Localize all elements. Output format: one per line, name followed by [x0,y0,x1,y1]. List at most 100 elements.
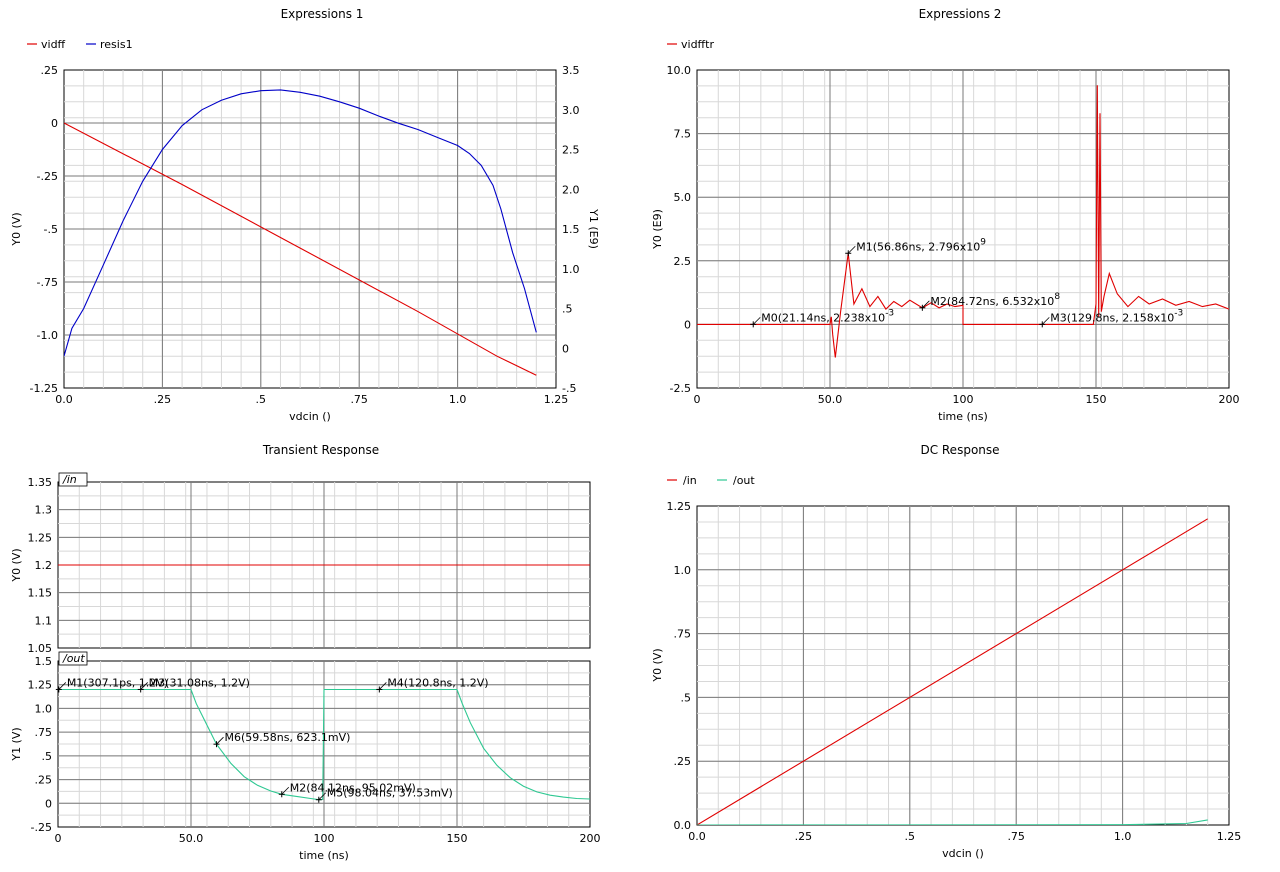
tran_out-marker-m6[interactable]: M6(59.58ns, 623.1mV) [213,731,350,748]
expressions-2-title: Expressions 2 [919,7,1002,21]
expressions-2-xlabel: time (ns) [938,410,988,423]
expr1-y2tick-label: 1.5 [562,223,580,236]
tran_out-ytick-label: 0 [45,797,52,810]
expr2-marker-m3[interactable]: M3(129.8ns, 2.158x10 -3 [1039,308,1183,328]
dc-series-in[interactable] [697,518,1208,825]
expressions-1-legend[interactable]: vidff resis1 [27,38,133,51]
dc-response-legend[interactable]: /in /out [667,474,755,487]
tran_in-ytick-label: 1.15 [28,587,53,600]
tran_out-xtick-label: 100 [314,832,335,845]
expr2-ytick-label: 5.0 [674,191,692,204]
marker-label: M3(31.08ns, 1.2V) [149,676,250,689]
tran_out-ytick-label: 1.25 [28,679,53,692]
tran_in-trace-tag-label: /in [62,473,77,486]
expr2-marker-m2[interactable]: M2(84.72ns, 6.532x10 8 [919,292,1060,311]
expr1-xtick-label: .75 [350,393,368,406]
tran_out-ytick-label: 1.0 [35,702,53,715]
dc-major-grid [697,506,1229,825]
expr1-ytick-label: -.5 [44,223,58,236]
expr2-ytick-label: 7.5 [674,128,692,141]
dc-xtick-label: 1.25 [1217,830,1242,843]
expr2-marker-m1[interactable]: M1(56.86ns, 2.796x10 9 [845,237,986,257]
marker-label: M1(56.86ns, 2.796x10 [856,240,980,253]
tran_in-ytick-label: 1.2 [35,559,53,572]
dc-ytick-label: .25 [674,755,692,768]
expr1-ytick-label: -.25 [37,170,58,183]
expr1-xtick-label: .5 [256,393,267,406]
dc-series-out[interactable] [697,819,1208,825]
dc-xtick-label: .5 [905,830,916,843]
expr1-y2tick-label: -.5 [562,382,576,395]
dc-xtick-label: 1.0 [1114,830,1132,843]
tran_out-marker-m5[interactable]: M5(98.04ns, 37.53mV) [315,787,453,803]
tran_out-ytick-label: .5 [42,750,53,763]
dc-ytick-label: 1.25 [667,500,692,513]
tran_out-xtick-label: 150 [447,832,468,845]
marker-leader [847,245,856,254]
expr1-ytick-label: -1.0 [37,329,58,342]
expr1-ytick-label: -1.25 [30,382,58,395]
legend-vidff-label: vidff [41,38,66,51]
dc-ytick-label: 1.0 [674,564,692,577]
tran_out-series-out[interactable] [58,688,590,801]
marker-leader [318,792,327,801]
dc-xtick-label: .25 [795,830,813,843]
expressions-1-y2label: Y1 (E9) [587,208,600,249]
expr2-ytick-label: 2.5 [674,255,692,268]
expr1-y2tick-label: 1.0 [562,263,580,276]
marker-label: M6(59.58ns, 623.1mV) [224,731,350,744]
tran_out-marker-m4[interactable]: M4(120.8ns, 1.2V) [376,676,489,693]
tran_out-marker-m2[interactable]: M2(84.12ns, 95.02mV) [278,781,416,798]
tran_in-ytick-label: 1.05 [28,642,53,655]
legend-resis1-label: resis1 [100,38,133,51]
expr2-marker-m0[interactable]: M0(21.14ns, 2.238x10 -3 [750,308,894,328]
marker-leader [922,300,930,309]
expr2-xtick-label: 150 [1086,393,1107,406]
expr1-series-vidff[interactable] [64,122,537,376]
dc-ytick-label: 0.0 [674,819,692,832]
legend-out-label: /out [733,474,755,487]
expressions-2-legend[interactable]: vidfftr [667,38,714,51]
marker-label: M5(98.04ns, 37.53mV) [327,787,453,800]
expr2-series-vidfftr[interactable] [697,85,1229,358]
dc-response-title: DC Response [920,443,999,457]
expr1-series-resis1[interactable] [64,89,537,357]
legend-vidfftr-label: vidfftr [681,38,714,51]
tran_in-trace-tag-box [58,472,88,487]
marker-label: M2(84.72ns, 6.532x10 [930,295,1054,308]
expr1-ytick-label: .25 [41,64,59,77]
marker-leader [140,682,148,690]
expr2-xtick-label: 200 [1219,393,1240,406]
tran_out-marker-m3[interactable]: M3(31.08ns, 1.2V) [137,676,250,693]
expressions-2-ylabel: Y0 (E9) [651,209,664,250]
expr2-xtick-label: 50.0 [818,393,843,406]
expr2-xtick-label: 100 [953,393,974,406]
dc-xtick-label: 0.0 [688,830,706,843]
expr2-ytick-label: -2.5 [670,382,691,395]
tran_out-ytick-label: 1.5 [35,655,53,668]
tran_out-trace-tag[interactable]: /out [58,651,88,666]
marker-exponent: -3 [885,308,894,318]
tran_in-trace-tag[interactable]: /in [58,472,88,487]
expressions-1-xlabel: vdcin () [289,410,331,423]
expr1-y2tick-label: 2.0 [562,183,580,196]
expr1-y2tick-label: 0 [562,342,569,355]
transient-xlabel: time (ns) [299,849,349,862]
marker-leader [281,786,290,795]
marker-leader [752,317,761,325]
tran_out-marker-m1[interactable]: M1(307.1ps, 1.2V) [55,676,168,693]
transient-response-title: Transient Response [262,443,379,457]
expr1-y2tick-label: 3.5 [562,64,580,77]
dc-ytick-label: .5 [681,691,692,704]
tran_in-ytick-label: 1.3 [35,504,53,517]
transient-out-ylabel: Y1 (V) [10,727,23,761]
expr2-ytick-label: 10.0 [667,64,692,77]
tran_out-trace-tag-box [58,651,88,666]
expressions-1-title: Expressions 1 [281,7,364,21]
expr2-xtick-label: 0 [694,393,701,406]
tran_out-ytick-label: .25 [35,774,53,787]
marker-label: M2(84.12ns, 95.02mV) [290,781,416,794]
transient-out-strip: -.250.25.5.751.01.251.50 50.0 100 150 200/ou… [28,651,601,845]
marker-exponent: 9 [980,237,986,247]
